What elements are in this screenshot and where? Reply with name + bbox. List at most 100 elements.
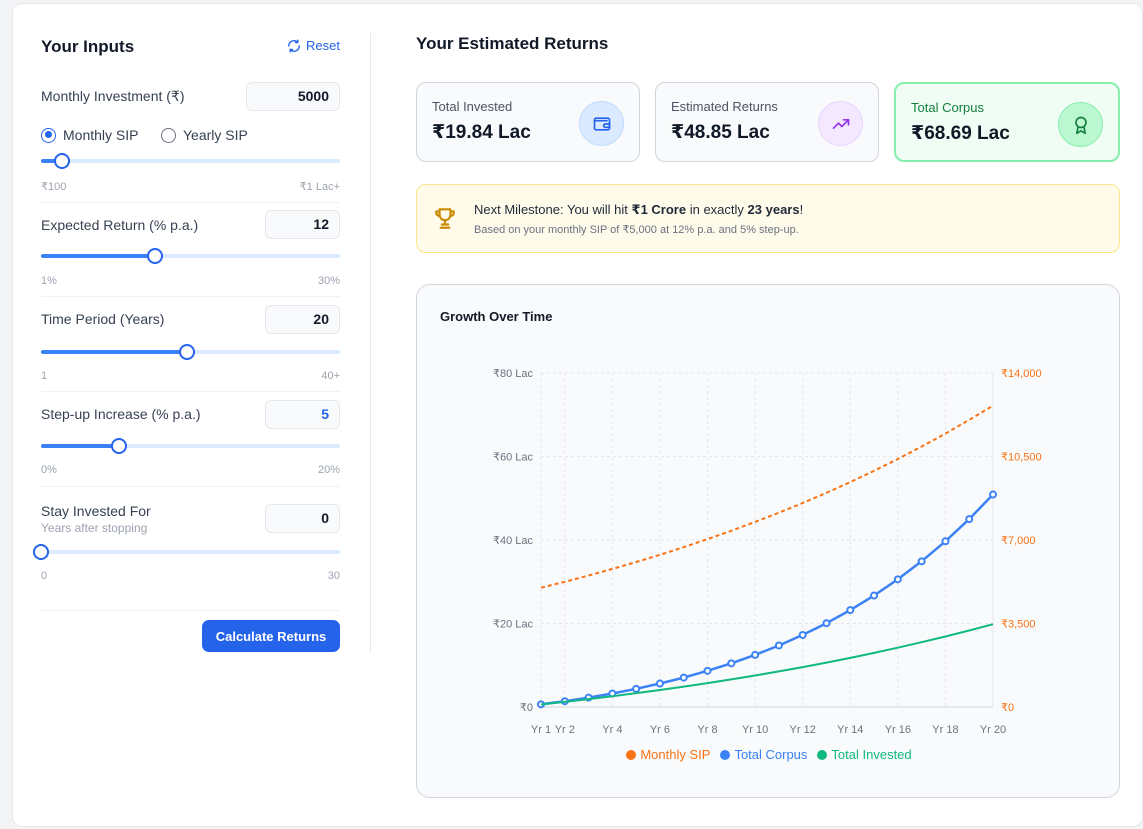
reset-button[interactable]: Reset [287,38,340,53]
x-tick-label: Yr 12 [790,724,816,736]
monthly-investment-input[interactable]: 5000 [246,82,340,111]
divider [41,391,340,392]
monthly-investment-label: Monthly Investment (₹) [41,88,185,104]
reset-label: Reset [306,38,340,53]
data-point-total-corpus [989,490,997,499]
x-tick-label: Yr 20 [980,724,1006,736]
legend-item-total-corpus[interactable]: Total Corpus [720,747,807,762]
divider [41,296,340,297]
card-label: Estimated Returns [671,99,778,114]
legend-item-total-invested[interactable]: Total Invested [817,747,912,762]
slider-thumb[interactable] [110,438,127,454]
step-up-max: 20% [317,464,340,476]
monthly-investment-slider[interactable] [41,153,340,169]
y-right-tick-label: ₹0 [1001,702,1014,714]
yearly-sip-radio[interactable]: Yearly SIP [161,127,248,143]
stay-invested-sublabel: Years after stopping [41,521,148,535]
step-up-slider[interactable] [41,438,340,454]
growth-chart: ₹0 ₹20 Lac ₹40 Lac ₹60 Lac ₹80 Lac ₹0 ₹3,500 ₹7… [493,368,1042,736]
y-right-tick-label: ₹10,500 [1001,452,1042,464]
refresh-icon [288,38,300,53]
legend-dot [720,749,731,760]
y-right-tick-label: ₹3,500 [1001,619,1036,631]
slider-thumb[interactable] [53,153,70,169]
series-line-total-invested [540,623,994,706]
results-panel: Your Estimated Returns Total Invested ₹1… [416,34,1120,798]
data-point-total-corpus [822,619,831,628]
time-period-label: Time Period (Years) [41,311,165,327]
x-tick-label: Yr 8 [697,724,717,736]
divider [41,486,340,487]
wallet-icon [579,101,624,146]
stay-invested-label: Stay Invested For [41,503,151,519]
card-value: ₹48.85 Lac [671,122,770,143]
legend-label: Total Corpus [734,747,808,762]
milestone-target: ₹1 Crore [631,202,687,217]
data-point-total-corpus [679,673,688,682]
stay-invested-max: 30 [327,570,340,582]
legend-label: Monthly SIP [640,747,711,762]
monthly-investment-max: ₹1 Lac+ [299,181,340,193]
card-label: Total Invested [432,99,513,114]
legend-label: Total Invested [831,747,912,762]
divider [41,610,340,611]
trending-up-icon [818,101,863,146]
x-tick-label: Yr 10 [742,724,768,736]
slider-thumb[interactable] [178,344,195,360]
stay-invested-input[interactable]: 0 [265,504,340,533]
monthly-sip-label: Monthly SIP [63,127,139,143]
award-icon [1058,102,1103,147]
growth-chart-card: Growth Over Time ₹0 ₹20 Lac ₹40 Lac ₹60 Lac… [416,284,1120,798]
data-point-total-corpus [751,650,760,659]
data-point-total-corpus [727,659,736,668]
y-left-tick-label: ₹40 Lac [493,535,534,547]
monthly-investment-min: ₹100 [41,181,67,193]
slider-thumb[interactable] [146,248,163,264]
x-tick-label: Yr 6 [650,724,670,736]
slider-fill [41,254,155,258]
time-period-max: 40+ [321,370,340,382]
slider-fill [41,159,62,163]
total-invested-card: Total Invested ₹19.84 Lac [416,82,640,162]
legend-dot [626,749,637,760]
series-line-total-corpus [540,493,994,706]
monthly-sip-radio[interactable]: Monthly SIP [41,127,138,143]
series-line-monthly-sip [540,404,994,589]
y-left-tick-label: ₹80 Lac [493,368,534,380]
milestone-text: Next Milestone: You will hit ₹1 Crore in… [474,202,804,217]
card-label: Total Corpus [911,100,984,115]
expected-return-label: Expected Return (% p.a.) [41,217,199,233]
data-point-total-corpus [965,515,974,524]
trophy-icon [435,208,455,229]
divider [41,202,340,203]
step-up-min: 0% [41,464,57,476]
data-point-total-corpus [893,575,902,584]
x-tick-label: Yr 4 [602,724,622,736]
time-period-slider[interactable] [41,344,340,360]
step-up-input[interactable]: 5 [265,400,340,429]
inputs-title: Your Inputs [41,37,135,56]
x-tick-label: Yr 18 [932,724,958,736]
x-tick-label: Yr 14 [837,724,863,736]
x-tick-label: Yr 1 [531,724,551,736]
data-point-total-corpus [655,679,664,688]
expected-return-input[interactable]: 12 [265,210,340,239]
y-right-tick-label: ₹14,000 [1001,368,1042,380]
expected-return-slider[interactable] [41,248,340,264]
y-right-tick-label: ₹7,000 [1001,535,1036,547]
calculate-returns-button[interactable]: Calculate Returns [202,620,340,652]
data-point-total-corpus [774,641,783,650]
data-point-total-corpus [941,537,950,546]
data-point-total-corpus [846,606,855,615]
data-point-total-corpus [870,591,879,600]
time-period-input[interactable]: 20 [265,305,340,334]
stay-invested-slider[interactable] [33,544,340,560]
chart-legend: Monthly SIP Total Corpus Total Invested [417,747,1121,762]
panel-divider [370,33,371,653]
results-title: Your Estimated Returns [416,34,609,53]
inputs-panel: Your Inputs Reset Monthly Investment (₹)… [33,34,340,654]
legend-item-monthly-sip[interactable]: Monthly SIP [626,747,710,762]
data-point-total-corpus [632,684,641,693]
slider-thumb[interactable] [33,544,49,560]
yearly-sip-label: Yearly SIP [183,127,248,143]
